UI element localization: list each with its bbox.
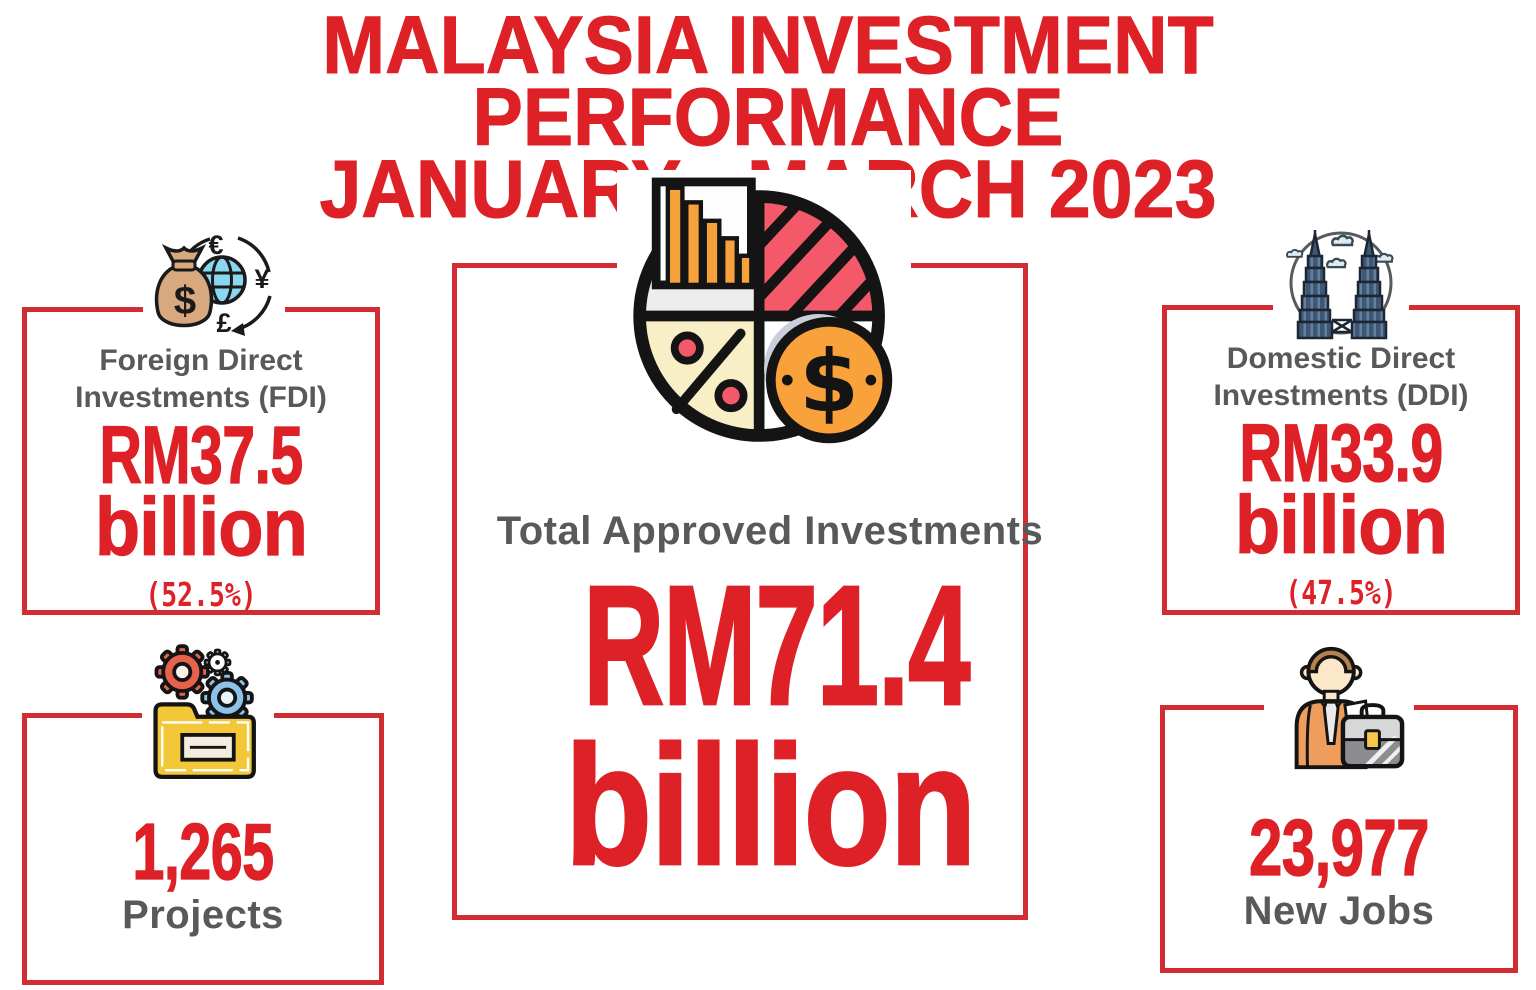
left-tower — [1296, 230, 1334, 340]
ddi-label: Domestic Direct Investments (DDI) — [1213, 342, 1469, 412]
money-bag — [154, 264, 214, 328]
jobs-label: New Jobs — [1243, 889, 1435, 933]
euro-symbol: € — [208, 230, 223, 260]
dollar-coin: $ — [764, 314, 893, 444]
briefcase — [1340, 714, 1405, 769]
bar-chart-glyph — [651, 177, 756, 290]
small-gear — [203, 648, 232, 677]
title-line-1: MALAYSIA INVESTMENT PERFORMANCE — [322, 0, 1214, 163]
folder-gears-icon — [142, 640, 274, 784]
pie-chart-icon-svg: $ — [633, 177, 893, 444]
projects-box: 1,265 Projects — [22, 640, 384, 985]
tie — [1322, 700, 1340, 746]
svg-text:$: $ — [799, 333, 858, 432]
page-title: MALAYSIA INVESTMENT PERFORMANCE JANUARY … — [0, 0, 1536, 231]
percent-glyph — [670, 328, 748, 415]
businessman-icon-svg — [1294, 646, 1405, 770]
total-label: Total Approved Investments — [496, 509, 1044, 553]
fdi-box: € ¥ £ $ Foreign Direct Investments (FDI)… — [22, 228, 380, 615]
total-investments-box: $ Total Approved Investments RM71.4 bill… — [452, 170, 1043, 920]
twin-towers-icon — [1273, 228, 1409, 342]
jobs-box: 23,977 New Jobs — [1160, 642, 1518, 973]
projects-label: Projects — [122, 893, 284, 937]
pound-symbol: £ — [216, 308, 231, 338]
hair — [1306, 647, 1356, 674]
pie-pink-quadrant — [759, 196, 879, 316]
twin-towers-icon-svg — [1286, 230, 1394, 340]
money-exchange-icon: € ¥ £ $ — [143, 228, 285, 342]
clouds — [1286, 234, 1394, 269]
pie-chart-icon: $ — [617, 170, 911, 462]
businessman-icon — [1264, 642, 1414, 780]
skybridge — [1331, 318, 1353, 334]
fdi-value: RM37.5 billion — [94, 410, 308, 573]
fdi-share: (52.5%) — [145, 575, 257, 614]
total-value: RM71.4 billion — [564, 551, 978, 901]
ddi-share: (47.5%) — [1285, 573, 1397, 612]
dollar-symbol: $ — [174, 279, 196, 323]
projects-value: 1,265 — [132, 807, 275, 896]
ddi-box: Domestic Direct Investments (DDI) RM33.9… — [1162, 228, 1520, 615]
yen-symbol: ¥ — [254, 264, 269, 294]
fdi-label: Foreign Direct Investments (FDI) — [75, 344, 327, 414]
jobs-value: 23,977 — [1249, 803, 1430, 892]
money-exchange-icon-svg: € ¥ £ $ — [154, 230, 272, 338]
ddi-value: RM33.9 billion — [1234, 408, 1448, 571]
right-tower — [1350, 230, 1388, 340]
red-gear — [154, 644, 210, 700]
folder-gears-icon-svg — [153, 644, 256, 780]
